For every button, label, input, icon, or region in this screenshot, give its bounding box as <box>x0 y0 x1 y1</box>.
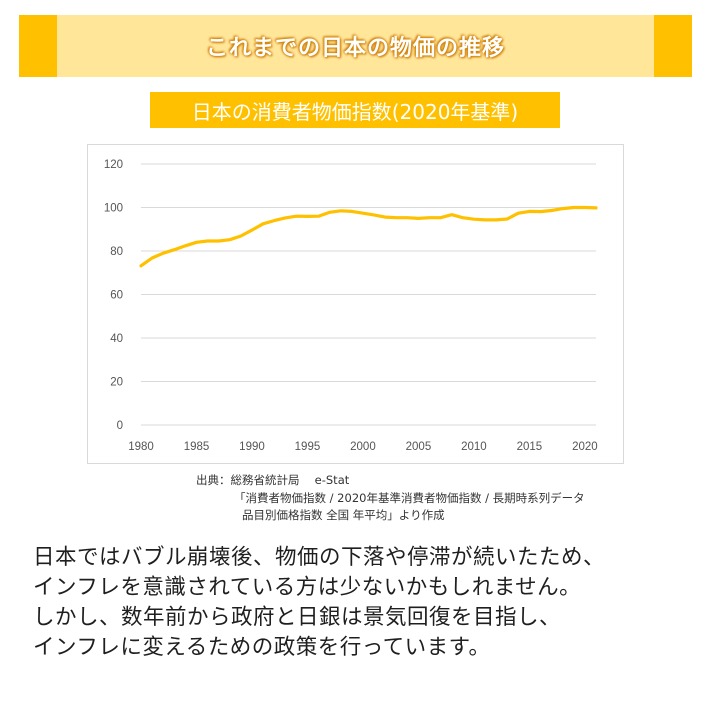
y-tick-label: 0 <box>117 420 123 432</box>
y-tick-label: 40 <box>110 333 123 345</box>
body-line-4: インフレに変えるための政策を行っています。 <box>33 635 491 660</box>
y-tick-label: 100 <box>104 203 123 215</box>
x-tick-label: 1995 <box>295 441 321 453</box>
source-line-2: 「消費者物価指数 / 2020年基準消費者物価指数 / 長期時系列データ <box>234 490 585 505</box>
y-tick-label: 20 <box>110 377 123 389</box>
x-tick-label: 2015 <box>517 441 543 453</box>
y-tick-label: 60 <box>110 290 123 302</box>
x-tick-label: 2010 <box>461 441 487 453</box>
chart-title: 日本の消費者物価指数(2020年基準) <box>191 99 519 124</box>
body-line-3: しかし、数年前から政府と日銀は景気回復を目指し、 <box>33 605 562 630</box>
x-tick-label: 1985 <box>184 441 210 453</box>
cpi-line-chart: 0 20 40 60 80 100 120 1980 1985 1990 1995 2000 2005 2… <box>104 159 598 453</box>
cpi-series-line <box>139 205 598 268</box>
chart-title-box: 日本の消費者物価指数(2020年基準) <box>150 92 560 128</box>
source-line-1: 出典：総務省統計局 e-Stat <box>196 473 350 487</box>
header-banner: これまでの日本の物価の推移 <box>19 15 692 77</box>
y-tick-label: 120 <box>104 159 123 171</box>
body-line-2: インフレを意識されている方は少ないかもしれません。 <box>33 575 582 600</box>
source-line-3: 品目別価格指数 全国 年平均」より作成 <box>242 508 445 522</box>
chart-area: 0 20 40 60 80 100 120 1980 1985 1990 1995 2000 2005 2… <box>87 144 624 464</box>
x-tick-label: 1980 <box>128 441 154 453</box>
body-paragraph: 日本ではバブル崩壊後、物価の下落や停滞が続いたため、 インフレを意識されている方… <box>33 543 703 663</box>
source-note: 出典：総務省統計局 e-Stat 「消費者物価指数 / 2020年基準消費者物価… <box>196 472 585 525</box>
x-tick-label: 1990 <box>239 441 265 453</box>
y-tick-label: 80 <box>110 246 123 258</box>
x-tick-label: 2000 <box>350 441 376 453</box>
x-tick-label: 2020 <box>572 441 598 453</box>
header-banner-inner: これまでの日本の物価の推移 <box>57 15 654 77</box>
page-title: これまでの日本の物価の推移 <box>205 36 505 61</box>
body-line-1: 日本ではバブル崩壊後、物価の下落や停滞が続いたため、 <box>33 545 606 570</box>
x-tick-label: 2005 <box>406 441 432 453</box>
